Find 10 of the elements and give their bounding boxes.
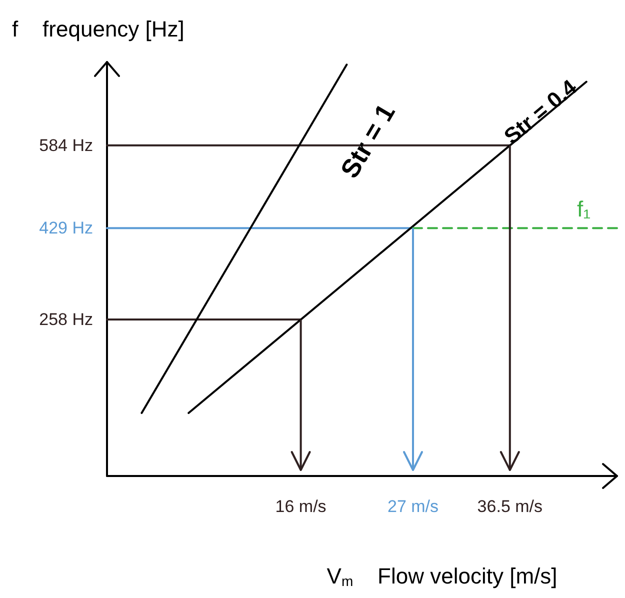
- y-axis-title: f frequency [Hz]: [12, 16, 184, 42]
- y-tick-label: 584 Hz: [39, 136, 93, 155]
- x-tick-label: 27 m/s: [387, 497, 439, 516]
- text: Str = 1: [334, 98, 401, 184]
- y-tick-label: 258 Hz: [39, 310, 93, 329]
- text: Vm Flow velocity [m/s]: [326, 564, 558, 589]
- x-tick-label: 16 m/s: [275, 497, 326, 516]
- y-tick-label: 429 Hz: [39, 218, 93, 238]
- x-tick-label: 36.5 m/s: [477, 497, 542, 516]
- series-label: f₁: [577, 196, 591, 222]
